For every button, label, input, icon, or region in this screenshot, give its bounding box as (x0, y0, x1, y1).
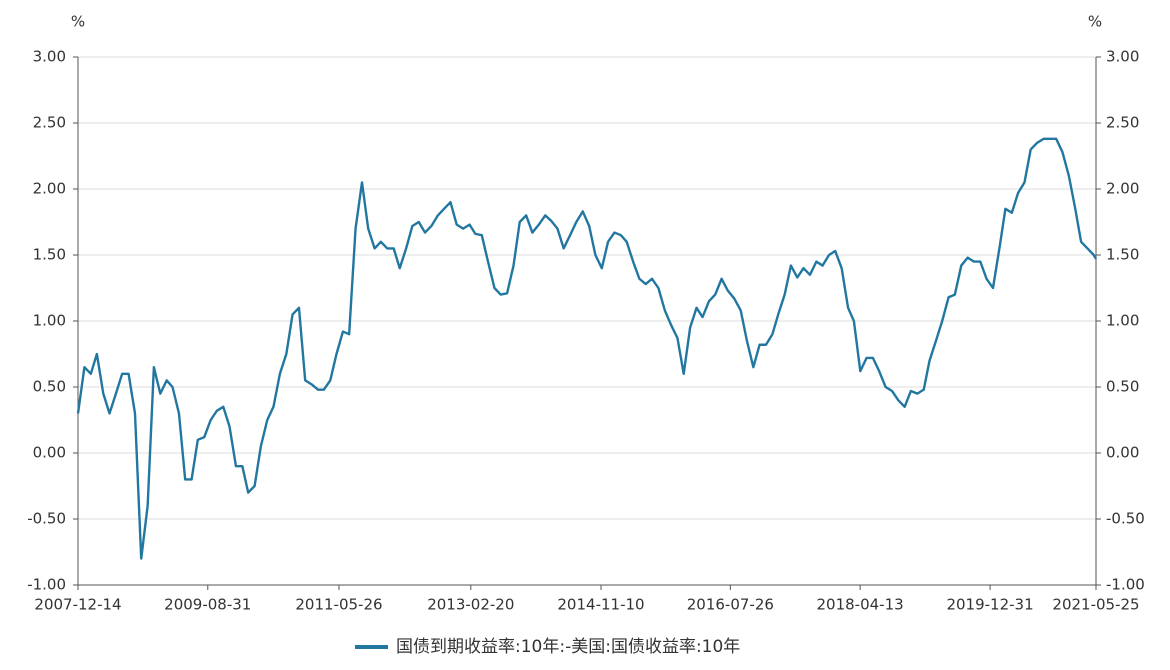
x-tick-label: 2011-05-26 (295, 596, 382, 614)
y-tick-label: 2.50 (33, 114, 66, 132)
y-tick-label: -0.50 (27, 510, 66, 528)
y2-axis-unit: % (1088, 13, 1102, 31)
y-tick-label: 0.00 (33, 444, 66, 462)
y2-tick-label: -0.50 (1106, 510, 1145, 528)
x-tick-label: 2009-08-31 (164, 596, 251, 614)
x-tick-label: 2014-11-10 (557, 596, 644, 614)
y2-tick-label: 2.00 (1106, 180, 1139, 198)
y2-tick-label: -1.00 (1106, 576, 1145, 594)
y-axis-unit: % (71, 13, 85, 31)
y2-tick-label: 2.50 (1106, 114, 1139, 132)
x-tick-label: 2007-12-14 (34, 596, 121, 614)
y2-tick-label: 0.00 (1106, 444, 1139, 462)
y2-tick-label: 0.50 (1106, 378, 1139, 396)
y-tick-label: 2.00 (33, 180, 66, 198)
y-tick-label: 1.50 (33, 246, 66, 264)
x-tick-label: 2018-04-13 (817, 596, 904, 614)
x-tick-label: 2021-05-25 (1052, 596, 1139, 614)
x-tick-label: 2013-02-20 (427, 596, 514, 614)
y-tick-label: 0.50 (33, 378, 66, 396)
legend-label: 国债到期收益率:10年:-美国:国债收益率:10年 (396, 637, 740, 657)
y2-tick-label: 1.50 (1106, 246, 1139, 264)
series-line (76, 137, 1098, 560)
y-tick-label: 1.00 (33, 312, 66, 330)
y-tick-label: 3.00 (33, 48, 66, 66)
y-tick-label: -1.00 (27, 576, 66, 594)
x-tick-label: 2019-12-31 (946, 596, 1033, 614)
y2-tick-label: 3.00 (1106, 48, 1139, 66)
y2-tick-label: 1.00 (1106, 312, 1139, 330)
x-tick-label: 2016-07-26 (687, 596, 774, 614)
